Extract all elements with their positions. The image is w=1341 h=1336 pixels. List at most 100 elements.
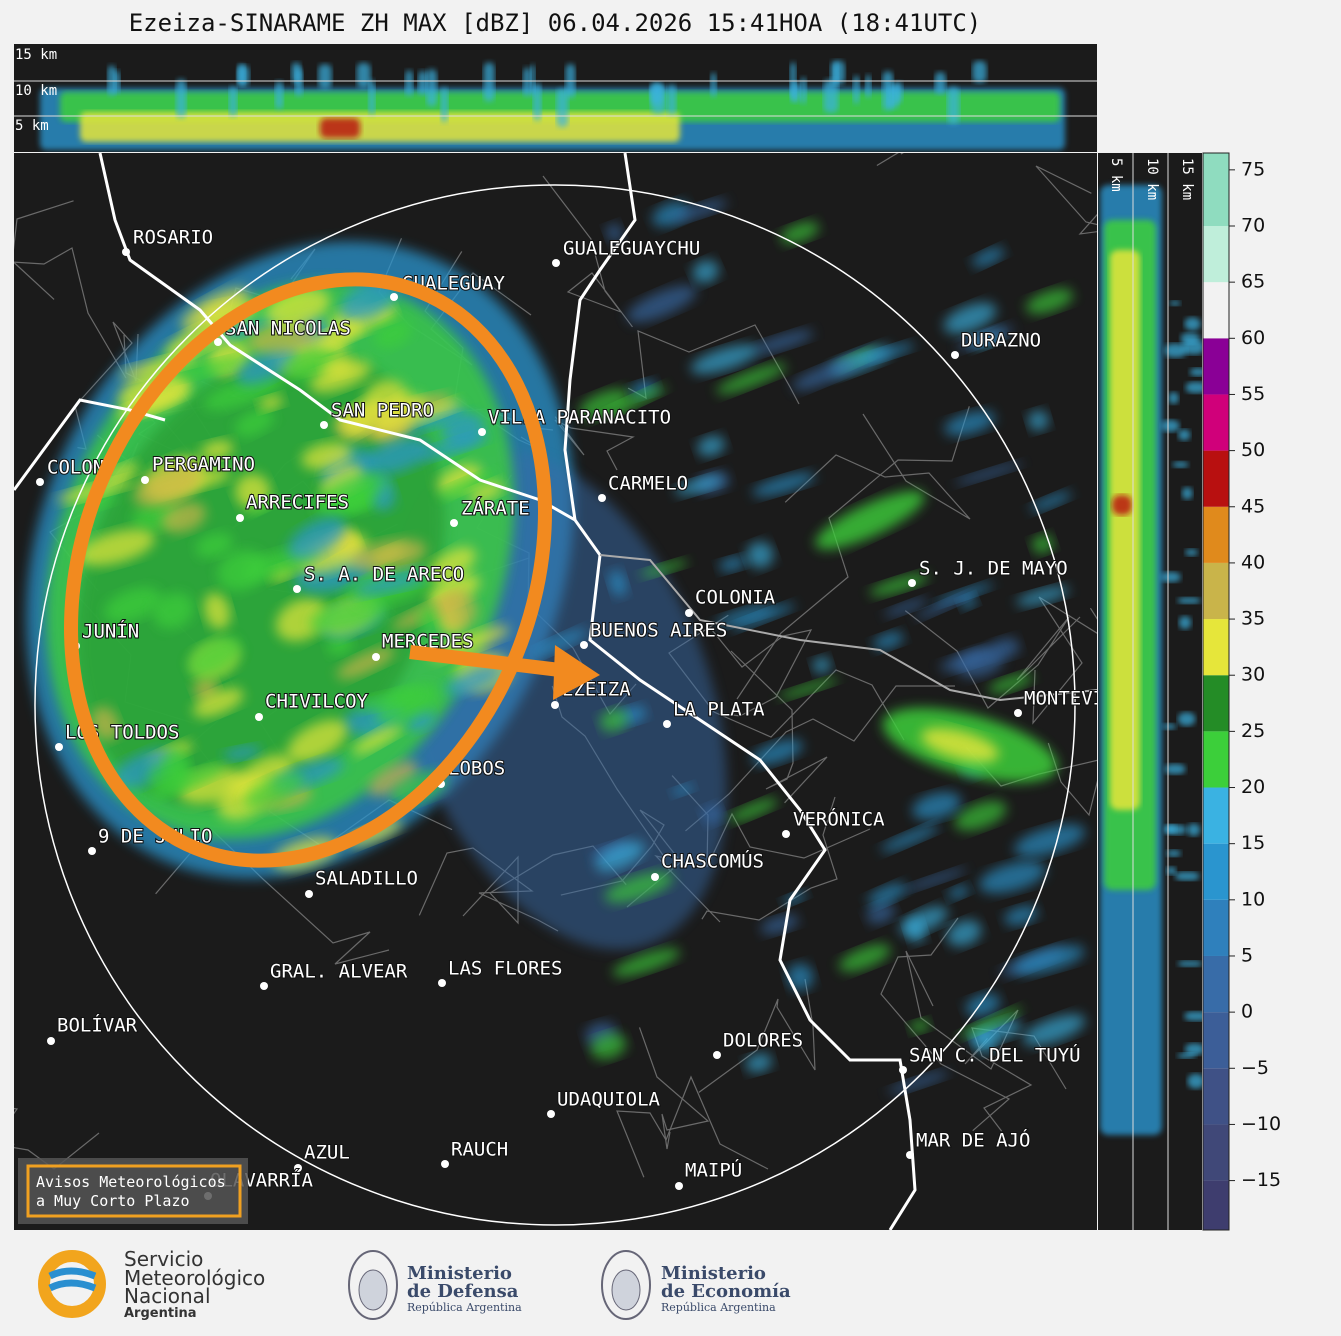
echo bbox=[352, 724, 402, 755]
echo bbox=[1172, 461, 1189, 468]
echo bbox=[973, 1029, 997, 1054]
echo bbox=[1184, 548, 1198, 556]
city-dot bbox=[782, 830, 790, 838]
echo bbox=[362, 437, 432, 475]
city-dot bbox=[651, 873, 659, 881]
colorbar-band bbox=[1203, 1068, 1229, 1125]
border bbox=[1035, 165, 1097, 235]
echo bbox=[954, 800, 1007, 831]
button-text[interactable]: a Muy Corto Plazo bbox=[36, 1192, 190, 1210]
city-dot bbox=[214, 338, 222, 346]
city-dot bbox=[260, 982, 268, 990]
echo bbox=[979, 861, 1046, 894]
button-border[interactable] bbox=[26, 1164, 242, 1218]
echo bbox=[189, 637, 241, 677]
coastline bbox=[98, 153, 917, 1230]
echo bbox=[376, 684, 440, 724]
echo bbox=[912, 792, 962, 820]
echo bbox=[355, 688, 423, 711]
echo bbox=[944, 411, 996, 436]
echo bbox=[838, 944, 891, 972]
border bbox=[880, 917, 1011, 1132]
logo-text: Ministerio bbox=[407, 1263, 512, 1284]
city-dot bbox=[663, 720, 671, 728]
echo bbox=[310, 360, 371, 393]
echo bbox=[275, 80, 284, 110]
city-label: MAIPÚ bbox=[685, 1158, 742, 1182]
echo bbox=[1168, 391, 1179, 405]
city-dot bbox=[951, 351, 959, 359]
echo bbox=[853, 75, 860, 104]
colorbar-tick-label: 55 bbox=[1241, 383, 1265, 405]
echo bbox=[275, 598, 328, 642]
echo bbox=[152, 592, 194, 629]
echo bbox=[887, 84, 899, 109]
colorbar-tick-label: 5 bbox=[1241, 944, 1253, 966]
echo bbox=[200, 440, 234, 460]
echo bbox=[533, 628, 588, 657]
echo bbox=[234, 408, 275, 437]
echo bbox=[650, 84, 666, 114]
echo bbox=[161, 502, 206, 533]
city-label: SALADILLO bbox=[315, 868, 418, 890]
city-label: CARMELO bbox=[608, 473, 688, 495]
echo bbox=[1181, 487, 1193, 500]
colorbar-tick-label: 30 bbox=[1241, 664, 1265, 686]
echo bbox=[972, 60, 987, 83]
city-label: GRAL. ALVEAR bbox=[270, 961, 408, 983]
city-label: RAUCH bbox=[451, 1139, 508, 1161]
echo bbox=[341, 567, 395, 597]
echo bbox=[690, 344, 759, 374]
city-label: JUNÍN bbox=[82, 620, 139, 643]
echo bbox=[701, 804, 723, 825]
echo bbox=[956, 647, 1004, 678]
echo bbox=[1161, 419, 1180, 432]
city-label: GUALEGUAYCHU bbox=[563, 238, 700, 260]
echo bbox=[943, 302, 997, 334]
echo bbox=[710, 72, 717, 98]
border bbox=[616, 1075, 769, 1178]
echo bbox=[1160, 571, 1181, 583]
echo bbox=[1189, 368, 1202, 377]
echo bbox=[823, 79, 839, 113]
city-label: S. A. DE ARECO bbox=[304, 564, 464, 586]
colorbar-tick-label: 0 bbox=[1241, 1001, 1253, 1023]
smn-logo bbox=[38, 1250, 106, 1318]
city-label: CHIVILCOY bbox=[265, 691, 369, 713]
echo bbox=[113, 749, 176, 789]
coastline bbox=[599, 554, 1097, 702]
echo bbox=[790, 81, 801, 103]
coastline bbox=[563, 153, 637, 521]
echo bbox=[595, 841, 645, 872]
echo bbox=[671, 199, 728, 222]
button-text[interactable]: Avisos Meteorológicos bbox=[36, 1173, 226, 1191]
echo bbox=[437, 592, 477, 631]
city-label: ZÁRATE bbox=[461, 497, 530, 520]
range-ring bbox=[34, 184, 1076, 1226]
echo bbox=[1016, 586, 1070, 606]
echo bbox=[350, 539, 427, 572]
echo bbox=[760, 915, 799, 935]
echo bbox=[599, 709, 628, 732]
echo bbox=[947, 885, 970, 900]
echo bbox=[91, 706, 120, 741]
city-label: SAN PEDRO bbox=[331, 400, 434, 422]
echo bbox=[887, 1071, 949, 1094]
colorbar-tick-label: 65 bbox=[1241, 271, 1265, 293]
border bbox=[711, 629, 813, 717]
echo bbox=[1030, 491, 1072, 512]
echo bbox=[318, 322, 363, 348]
city-dot bbox=[450, 519, 458, 527]
echo bbox=[626, 285, 697, 323]
alert-button[interactable]: Avisos Meteorológicos a Muy Corto Plazo bbox=[18, 1158, 248, 1224]
logo-text: de Defensa bbox=[407, 1281, 519, 1302]
echo bbox=[532, 83, 542, 121]
echo bbox=[1166, 850, 1182, 857]
echo bbox=[173, 357, 247, 379]
coat-of-arms bbox=[611, 1269, 641, 1311]
echo bbox=[866, 902, 895, 924]
button-bg[interactable] bbox=[18, 1158, 248, 1224]
side-section-echoes: 5 km 10 km 15 km bbox=[1100, 153, 1202, 1230]
